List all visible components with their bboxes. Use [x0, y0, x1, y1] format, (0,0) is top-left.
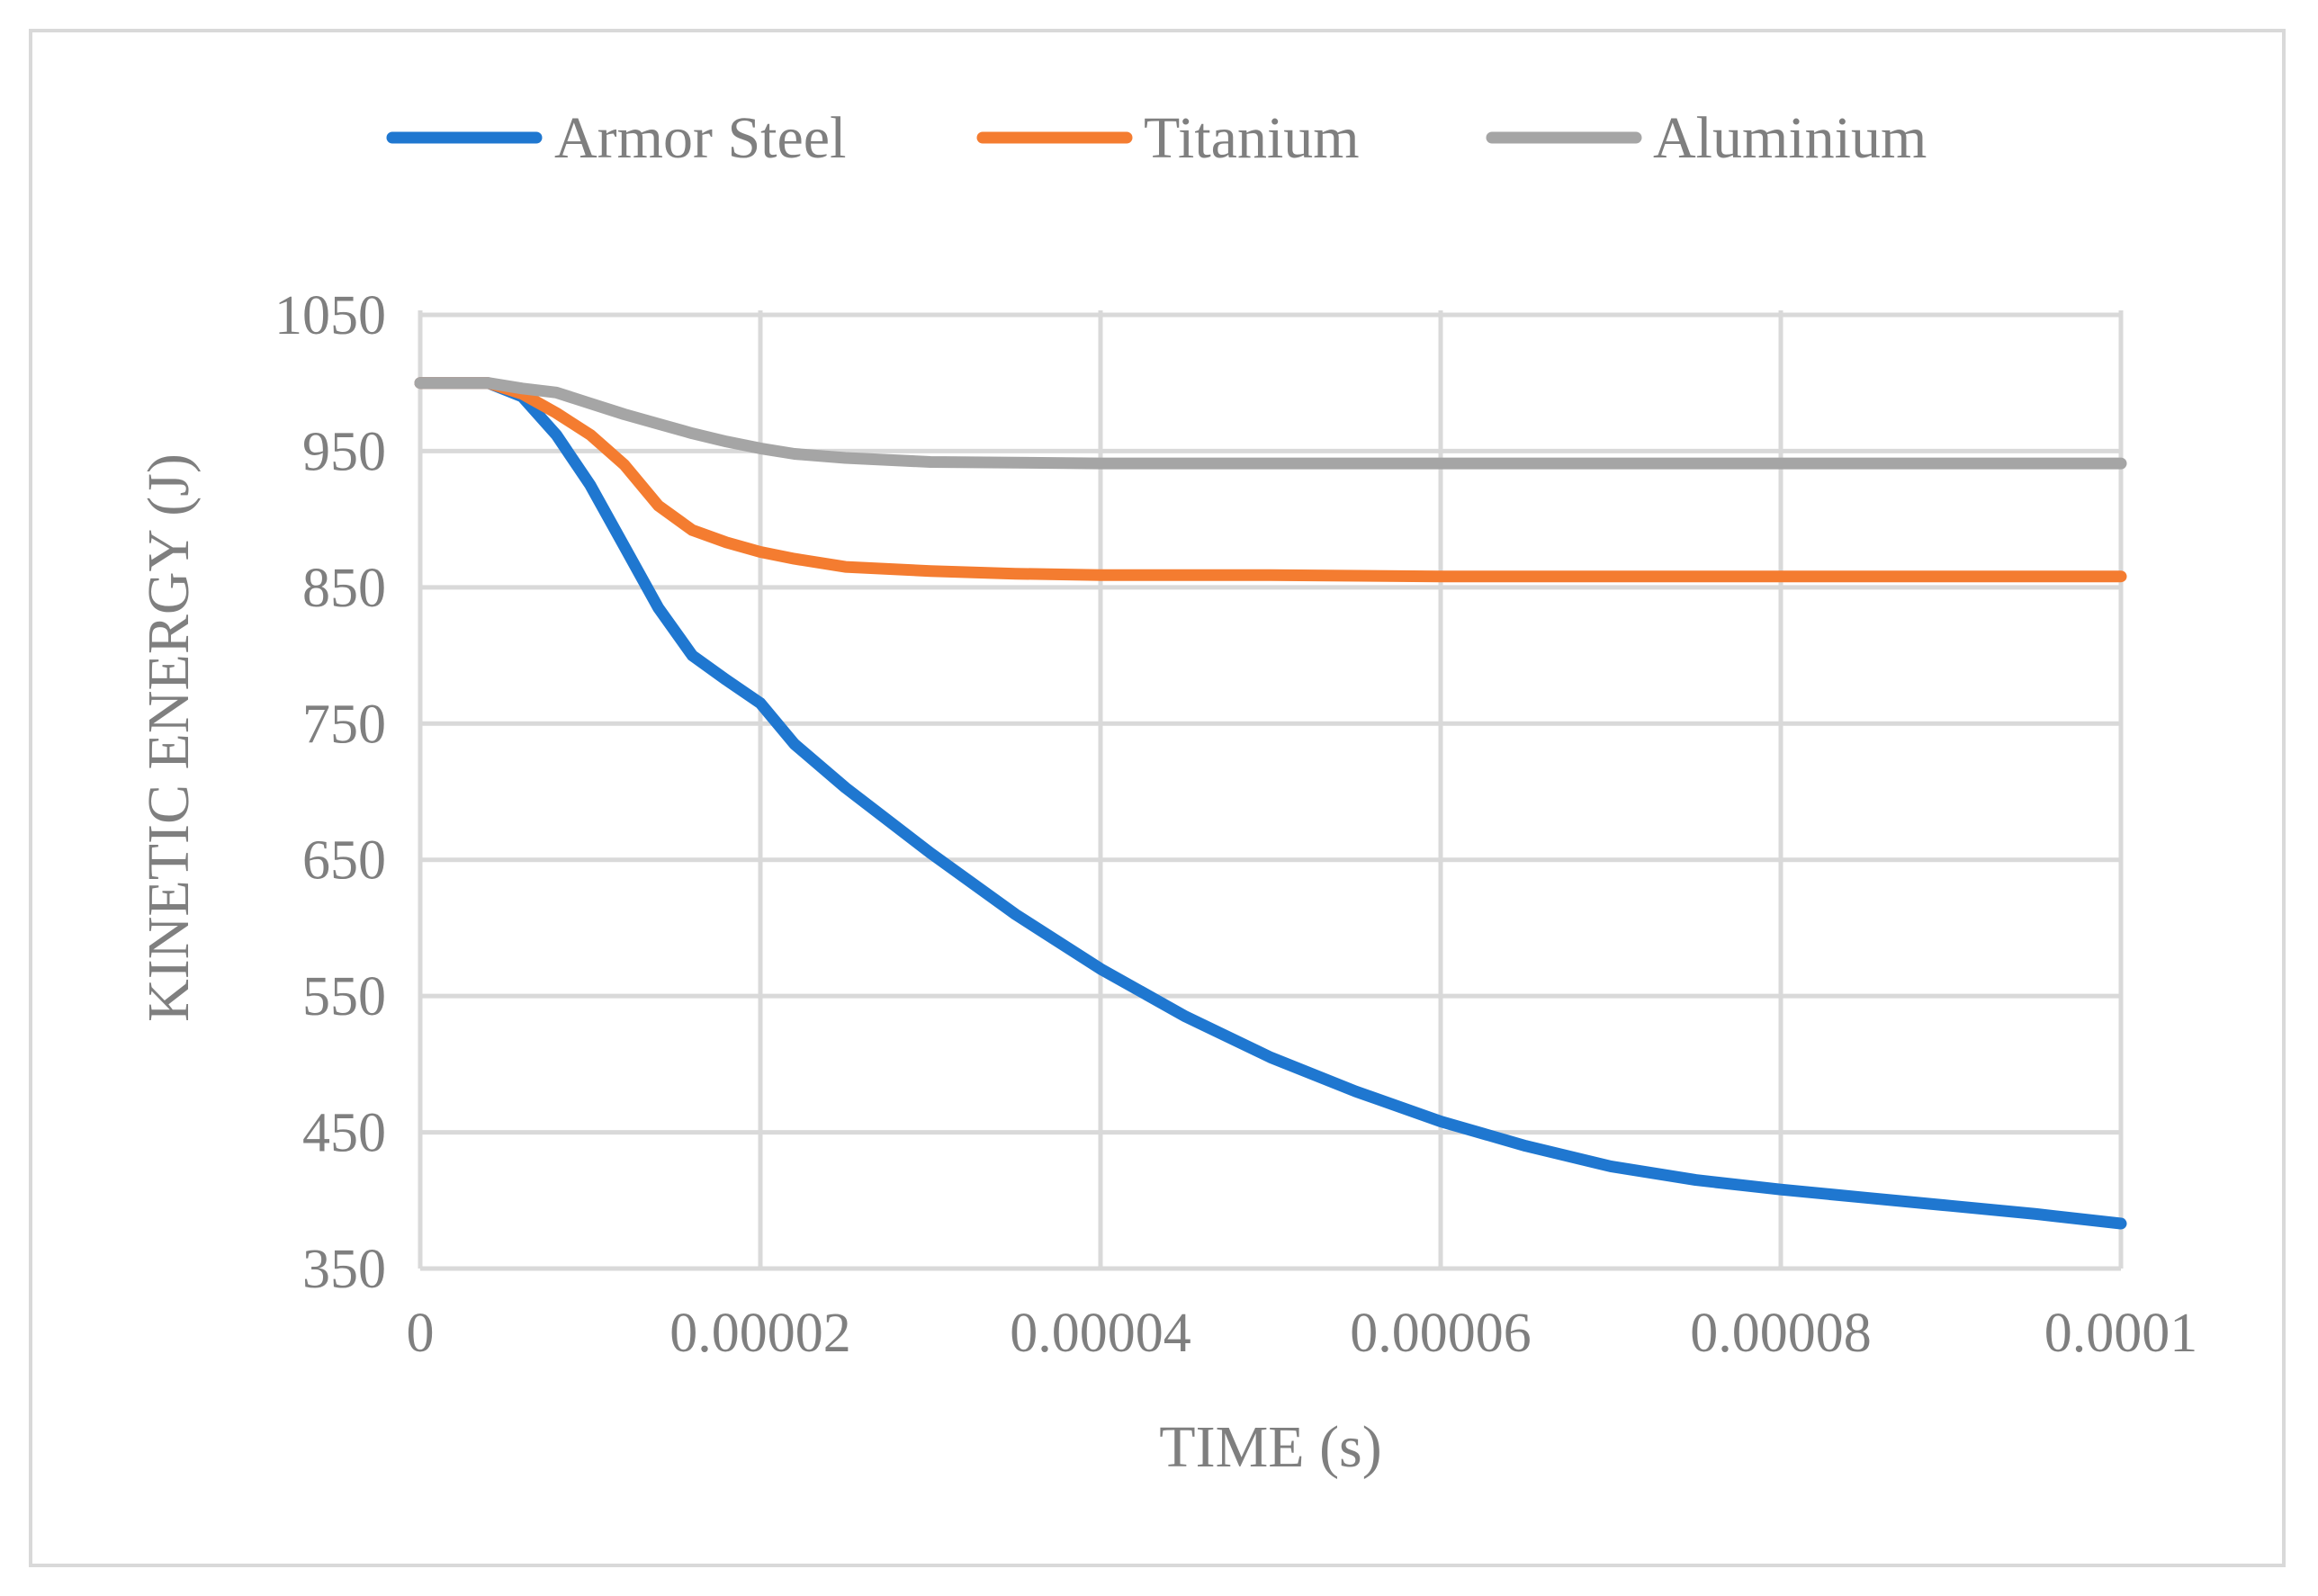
series-line-aluminium [414, 377, 2127, 470]
legend: Armor Steel Titanium Aluminium [386, 105, 1927, 171]
y-tick-label: 450 [302, 1103, 386, 1164]
x-axis-title: TIME (s) [1159, 1414, 1381, 1480]
x-axis-ticks: 0 0.00002 0.00004 0.00006 0.00008 0.0001 [407, 1303, 2198, 1364]
x-tick-label: 0 [407, 1303, 435, 1364]
line-chart: Armor Steel Titanium Aluminium 350 450 550 65… [136, 105, 2198, 1480]
x-tick-label: 0.00008 [1690, 1303, 1872, 1364]
y-tick-label: 1050 [274, 285, 386, 346]
chart-frame: Armor Steel Titanium Aluminium 350 450 550 65… [29, 29, 2286, 1567]
y-tick-label: 850 [302, 558, 386, 619]
legend-label-titanium: Titanium [1144, 105, 1360, 171]
y-axis-title: KINETIC ENERGY (J) [136, 453, 202, 1022]
x-tick-label: 0.00002 [669, 1303, 851, 1364]
x-tick-label: 0.0001 [2044, 1303, 2198, 1364]
y-tick-label: 550 [302, 966, 386, 1027]
y-tick-label: 750 [302, 694, 386, 755]
x-tick-label: 0.00004 [1010, 1303, 1191, 1364]
legend-label-aluminium: Aluminium [1653, 105, 1927, 171]
legend-label-armor-steel: Armor Steel [554, 105, 846, 171]
grid [418, 310, 2124, 1271]
series-line-armor-steel [414, 377, 2127, 1230]
series-line-titanium [414, 377, 2127, 583]
y-tick-label: 950 [302, 421, 386, 482]
series-lines [414, 377, 2127, 1230]
y-tick-label: 350 [302, 1239, 386, 1300]
y-axis-ticks: 350 450 550 650 750 850 950 1050 [274, 285, 386, 1300]
y-tick-label: 650 [302, 830, 386, 892]
x-tick-label: 0.00006 [1350, 1303, 1532, 1364]
